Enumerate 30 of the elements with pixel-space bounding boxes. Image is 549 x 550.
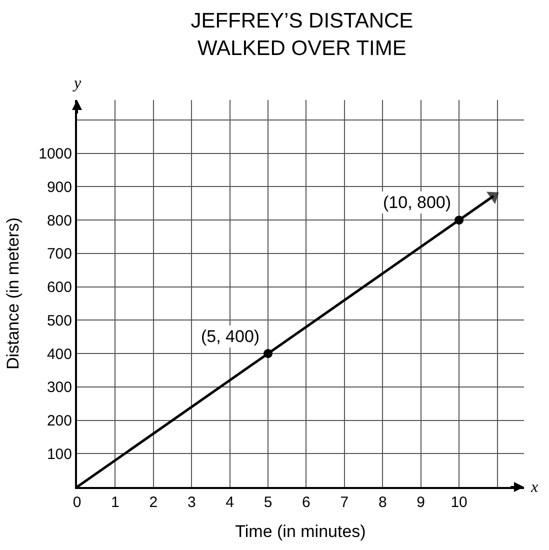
x-tick-label: 1	[111, 494, 120, 511]
y-tick-label: 400	[46, 346, 72, 363]
y-tick-label: 1000	[38, 146, 72, 163]
x-tick-label: 4	[226, 494, 234, 511]
y-tick-label: 200	[46, 412, 72, 430]
y-tick-label: 700	[46, 246, 72, 263]
y-tick-label: 500	[46, 312, 72, 330]
x-tick-label: 7	[340, 494, 349, 511]
y-tick-label: 600	[46, 279, 72, 296]
x-tick-label: 6	[302, 494, 310, 511]
annotation: (5, 400)	[201, 327, 260, 346]
y-tick-label: 300	[46, 379, 72, 396]
text: x	[530, 479, 538, 496]
point	[264, 349, 273, 358]
x-tick-label: 9	[416, 494, 426, 511]
x-tick-label: 0	[72, 494, 82, 511]
y-tick-label: 900	[46, 178, 72, 196]
y-tick-label: 100	[46, 446, 72, 463]
x-tick-label: 8	[378, 494, 387, 511]
x-tick-label: 3	[187, 494, 196, 511]
x-tick-label: 5	[264, 494, 272, 511]
point	[454, 216, 464, 225]
x-axis-title: Time (in minutes)	[235, 522, 366, 541]
y-tick-label: 800	[46, 212, 72, 230]
chart-title: JEFFREY’S DISTANCE WALKED OVER TIME	[190, 10, 414, 60]
x-tick-label: 10	[450, 494, 468, 511]
annotation: (10, 800)	[383, 193, 452, 212]
text: y	[72, 75, 82, 92]
y-axis-title: Distance (in meters)	[4, 217, 23, 370]
x-tick-label: 2	[149, 494, 158, 511]
